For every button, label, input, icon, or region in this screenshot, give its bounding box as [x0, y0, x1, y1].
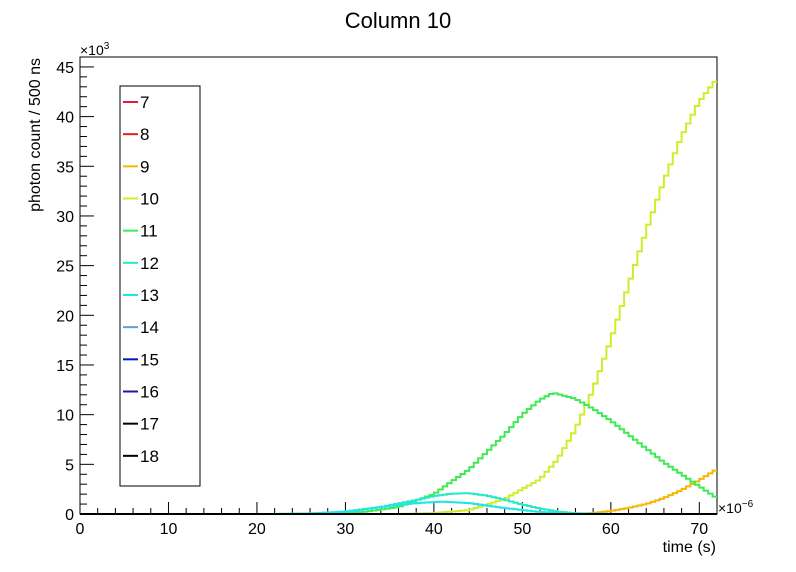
y-tick-label: 20	[56, 308, 74, 325]
legend-label-16: 16	[140, 383, 159, 402]
y-tick-label: 10	[56, 408, 74, 425]
x-axis-multiplier: ×10−6	[718, 499, 754, 516]
legend-label-10: 10	[140, 190, 159, 209]
legend-label-11: 11	[140, 222, 158, 241]
y-tick-label: 40	[56, 110, 74, 127]
y-tick-label: 15	[56, 358, 74, 375]
legend-label-17: 17	[140, 415, 159, 434]
legend: 7 8 9 10 11 12 13 14 15 16 17 18	[119, 85, 201, 487]
y-tick-label: 25	[56, 259, 74, 276]
legend-label-13: 13	[140, 286, 159, 305]
y-tick-label: 45	[56, 60, 74, 77]
y-axis-label: photon count / 500 ns	[27, 58, 44, 212]
x-tick-label: 60	[602, 521, 620, 538]
legend-box	[119, 85, 201, 487]
x-axis-label: time (s)	[663, 539, 716, 556]
y-tick-label: 0	[65, 507, 74, 524]
series-layer	[80, 80, 717, 515]
y-tick-label: 35	[56, 159, 74, 176]
legend-label-12: 12	[140, 254, 159, 273]
x-tick-label: 0	[76, 521, 85, 538]
x-tick-label: 70	[690, 521, 708, 538]
chart-title: Column 10	[345, 8, 451, 33]
x-tick-label: 40	[425, 521, 443, 538]
x-tick-label: 50	[513, 521, 531, 538]
legend-label-8: 8	[140, 125, 149, 144]
y-axis-multiplier: ×103	[80, 41, 110, 58]
legend-label-7: 7	[140, 93, 149, 112]
legend-label-15: 15	[140, 350, 159, 369]
y-tick-label: 5	[65, 457, 74, 474]
legend-label-14: 14	[140, 318, 159, 337]
x-tick-label: 20	[248, 521, 266, 538]
y-tick-label: 30	[56, 209, 74, 226]
x-tick-label: 10	[160, 521, 178, 538]
x-tick-label: 30	[337, 521, 355, 538]
legend-label-18: 18	[140, 447, 159, 466]
legend-label-9: 9	[140, 157, 149, 176]
